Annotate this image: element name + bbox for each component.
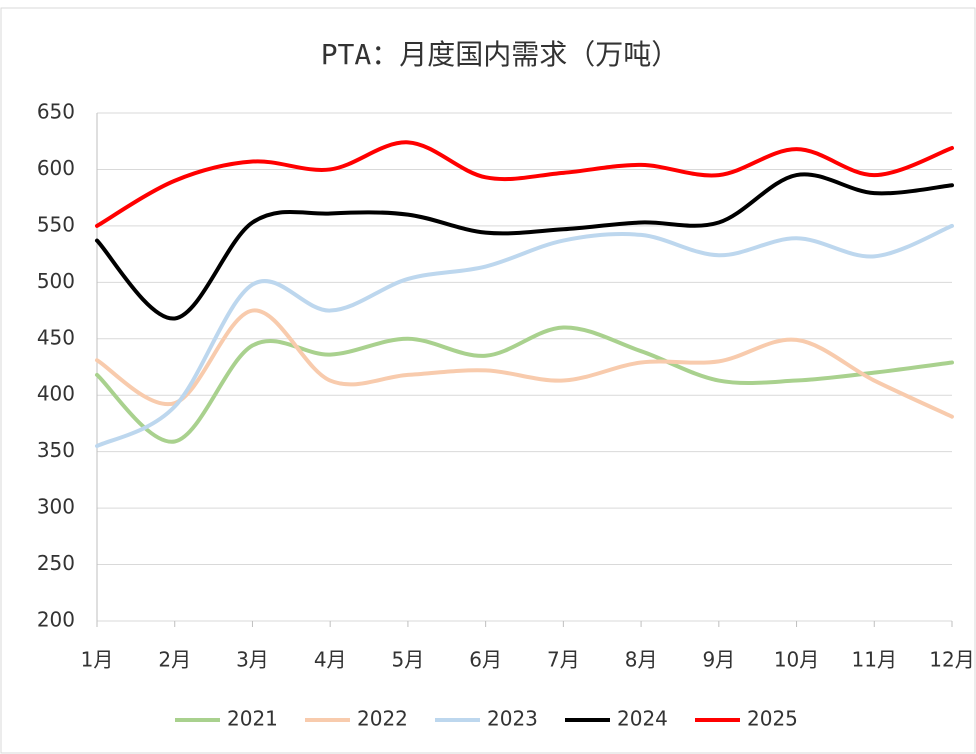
x-tick-label: 4月: [314, 648, 347, 672]
x-tick-label: 2月: [158, 648, 191, 672]
x-tick-label: 8月: [625, 648, 658, 672]
x-tick-label: 11月: [852, 648, 897, 672]
y-tick-label: 350: [37, 438, 75, 462]
x-tick-label: 6月: [469, 648, 502, 672]
chart-title: PTA：月度国内需求（万吨）: [321, 38, 680, 71]
legend-label: 2021: [227, 707, 278, 731]
y-tick-label: 250: [37, 551, 75, 575]
series-line: [95, 172, 954, 321]
y-tick-label: 550: [37, 212, 75, 236]
y-tick-label: 300: [37, 495, 75, 519]
y-tick-label: 400: [37, 382, 75, 406]
x-tick-label: 5月: [392, 648, 425, 672]
x-tick-label: 10月: [774, 648, 819, 672]
series-line: [95, 140, 954, 228]
x-tick-label: 7月: [547, 648, 580, 672]
legend-label: 2025: [747, 707, 798, 731]
legend-label: 2023: [487, 707, 538, 731]
y-tick-label: 450: [37, 325, 75, 349]
x-tick-label: 3月: [236, 648, 269, 672]
y-tick-label: 500: [37, 269, 75, 293]
x-tick-label: 1月: [81, 648, 114, 672]
y-tick-label: 600: [37, 156, 75, 180]
y-tick-label: 650: [37, 100, 75, 124]
x-tick-label: 9月: [702, 648, 735, 672]
series-line: [95, 325, 954, 444]
chart-frame: [0, 7, 976, 754]
x-tick-label: 12月: [929, 648, 974, 672]
series-line: [95, 223, 954, 449]
series-line: [95, 308, 954, 419]
legend-label: 2024: [617, 707, 668, 731]
legend-label: 2022: [357, 707, 408, 731]
y-tick-label: 200: [37, 608, 75, 632]
